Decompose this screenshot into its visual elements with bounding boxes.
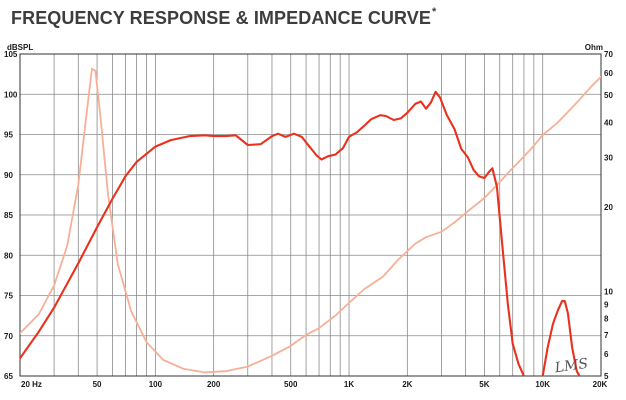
plot-frame — [19, 53, 602, 377]
y-right-tick-label: 60 — [604, 69, 613, 78]
y-left-tick-label: 80 — [4, 251, 13, 260]
x-tick-label: 100 — [149, 380, 163, 389]
impedance-curve — [20, 67, 601, 374]
y-right-tick-label: 50 — [604, 91, 613, 100]
y-left-tick-label: 70 — [4, 332, 13, 341]
x-tick-label: 5K — [479, 380, 489, 389]
y-left-tick-label: 90 — [4, 171, 13, 180]
y-right-axis-title: Ohm — [585, 43, 603, 52]
x-tick-label: 50 — [93, 380, 102, 389]
y-right-tick-label: 20 — [604, 203, 613, 212]
y-right-tick-label: 5 — [604, 372, 609, 381]
y-left-axis-title: dBSPL — [7, 43, 33, 52]
spl-curve — [541, 300, 581, 376]
y-right-tick-label: 10 — [604, 287, 613, 296]
x-tick-label: 1K — [344, 380, 354, 389]
y-left-tick-label: 65 — [4, 372, 13, 381]
y-right-tick-label: 30 — [604, 153, 613, 162]
x-tick-label: 20K — [593, 380, 608, 389]
lms-watermark: LMS — [553, 356, 589, 377]
y-right-tick-label: 8 — [604, 315, 609, 324]
y-left-tick-label: 105 — [4, 50, 18, 59]
x-tick-label: 20 Hz — [21, 380, 42, 389]
y-left-tick-label: 75 — [4, 292, 13, 301]
chart-title: FREQUENCY RESPONSE & IMPEDANCE CURVE* — [11, 6, 437, 29]
y-right-tick-label: 7 — [604, 331, 609, 340]
y-left-tick-label: 100 — [4, 90, 18, 99]
y-right-tick-label: 70 — [604, 50, 613, 59]
x-tick-label: 500 — [284, 380, 298, 389]
y-right-tick-label: 9 — [604, 300, 609, 309]
y-left-tick-label: 85 — [4, 211, 13, 220]
y-right-tick-label: 40 — [604, 118, 613, 127]
x-tick-label: 200 — [207, 380, 221, 389]
chart-title-text: FREQUENCY RESPONSE & IMPEDANCE CURVE — [11, 8, 432, 28]
x-tick-label: 2K — [402, 380, 412, 389]
y-left-tick-label: 95 — [4, 131, 13, 140]
x-tick-label: 10K — [535, 380, 550, 389]
y-right-tick-label: 6 — [604, 350, 609, 359]
title-asterisk: * — [432, 6, 437, 18]
spl-curve — [20, 90, 525, 376]
